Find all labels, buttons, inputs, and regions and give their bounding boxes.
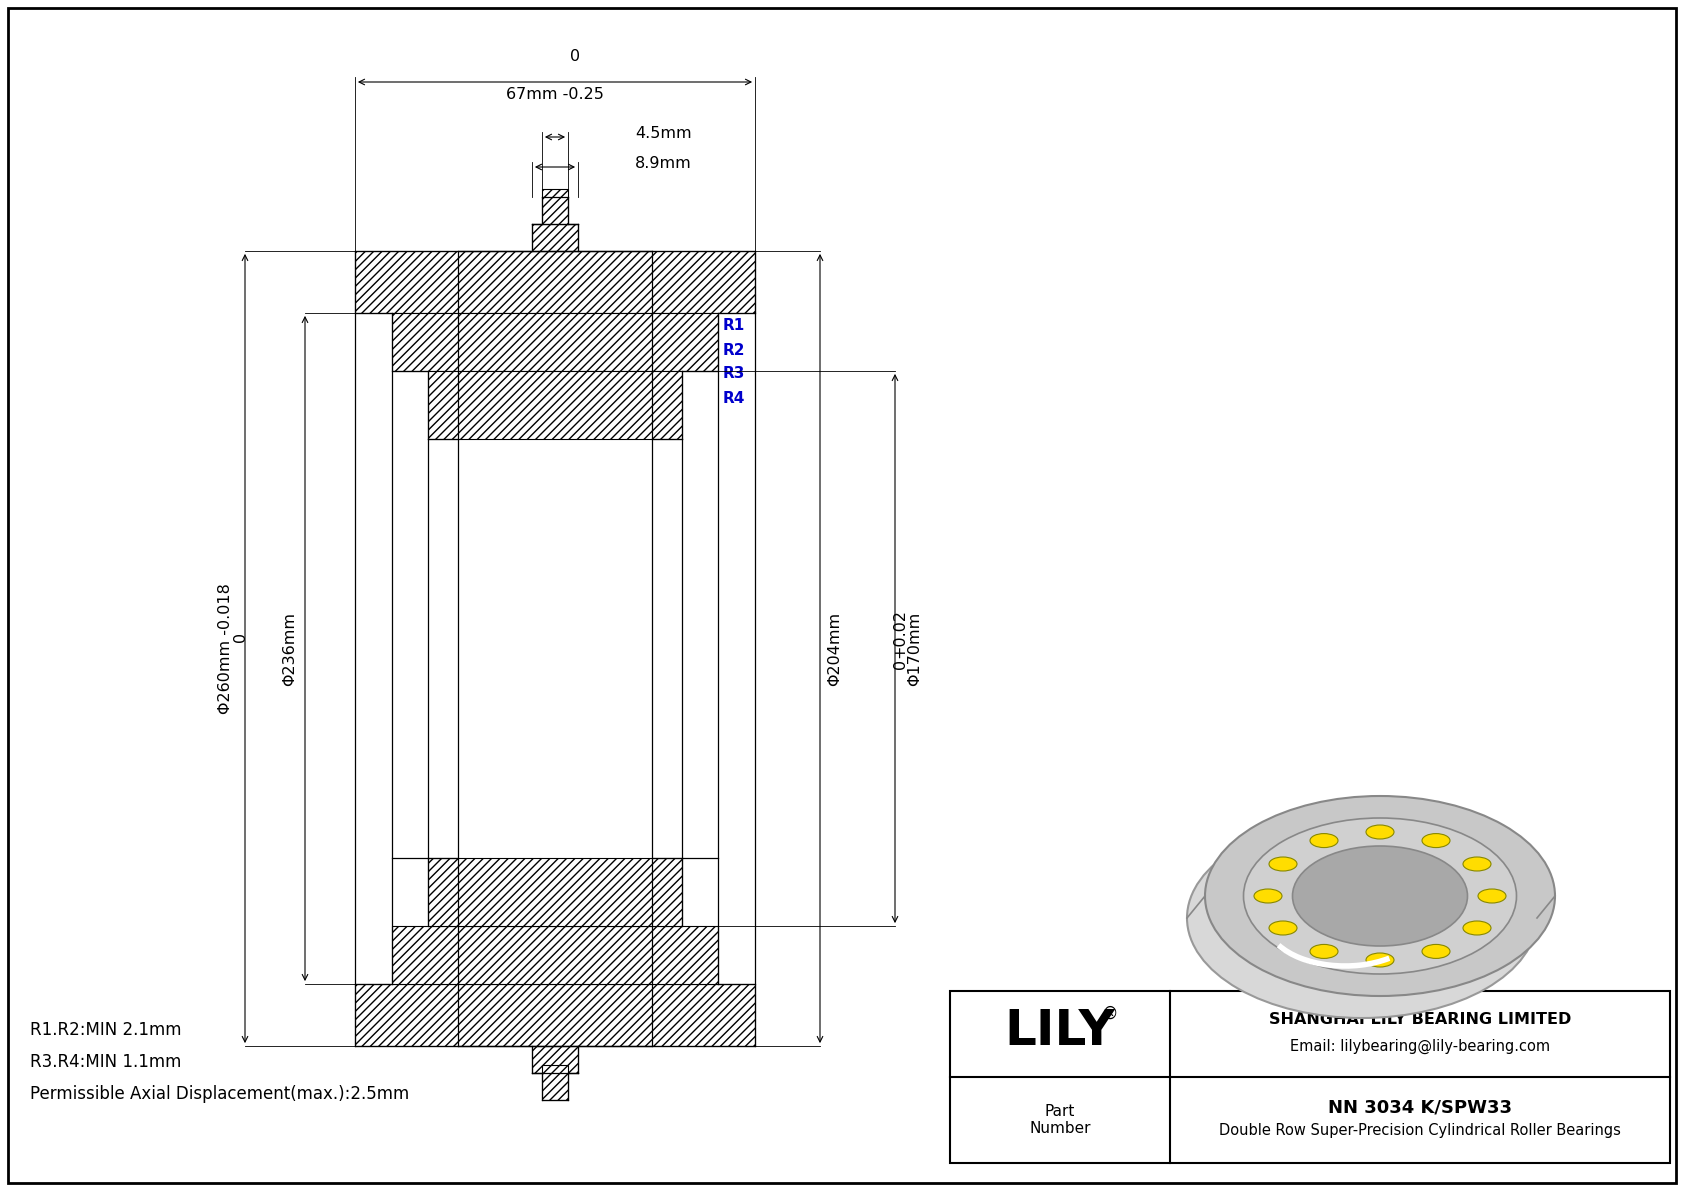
Ellipse shape [1366, 953, 1394, 967]
Bar [355, 984, 754, 1046]
Text: R1.R2:MIN 2.1mm: R1.R2:MIN 2.1mm [30, 1021, 182, 1039]
Ellipse shape [1270, 921, 1297, 935]
Text: 8.9mm: 8.9mm [635, 156, 692, 172]
Text: R2: R2 [722, 343, 746, 358]
Ellipse shape [1310, 944, 1339, 959]
Text: R1: R1 [722, 318, 746, 333]
Bar [532, 1046, 578, 1073]
Bar [542, 189, 568, 224]
Ellipse shape [1366, 825, 1394, 838]
Bar [458, 439, 652, 858]
Ellipse shape [1310, 834, 1339, 848]
Bar [950, 991, 1671, 1162]
Text: 4.5mm: 4.5mm [635, 126, 692, 142]
Bar [392, 313, 717, 372]
Bar [532, 224, 578, 251]
Ellipse shape [1187, 818, 1537, 1018]
Ellipse shape [1463, 921, 1490, 935]
Text: LILY: LILY [1005, 1008, 1115, 1055]
Text: Φ204mm: Φ204mm [827, 611, 842, 686]
Text: 0: 0 [232, 631, 248, 642]
Text: Email: lilybearing@lily-bearing.com: Email: lilybearing@lily-bearing.com [1290, 1039, 1549, 1054]
Ellipse shape [1421, 944, 1450, 959]
Bar [542, 1065, 568, 1100]
Ellipse shape [1206, 796, 1554, 996]
Text: Double Row Super-Precision Cylindrical Roller Bearings: Double Row Super-Precision Cylindrical R… [1219, 1123, 1622, 1139]
Text: Permissible Axial Displacement(max.):2.5mm: Permissible Axial Displacement(max.):2.5… [30, 1085, 409, 1103]
Text: R3.R4:MIN 1.1mm: R3.R4:MIN 1.1mm [30, 1053, 182, 1071]
Text: SHANGHAI LILY BEARING LIMITED: SHANGHAI LILY BEARING LIMITED [1268, 1012, 1571, 1028]
Ellipse shape [1293, 846, 1467, 946]
Ellipse shape [1479, 888, 1505, 903]
Bar [355, 251, 754, 313]
Text: Φ260mm -0.018: Φ260mm -0.018 [217, 584, 232, 713]
Text: ®: ® [1101, 1005, 1118, 1023]
Ellipse shape [1243, 818, 1517, 974]
Ellipse shape [1421, 834, 1450, 848]
Ellipse shape [1270, 858, 1297, 871]
Bar [428, 858, 682, 925]
Text: R4: R4 [722, 391, 746, 406]
Text: 0: 0 [893, 659, 908, 668]
Text: Φ170mm: Φ170mm [908, 611, 923, 686]
Bar [392, 925, 717, 984]
Text: 67mm -0.25: 67mm -0.25 [507, 87, 605, 102]
Text: R3: R3 [722, 366, 746, 381]
Ellipse shape [1275, 868, 1450, 968]
Text: 0: 0 [569, 49, 579, 64]
Bar [428, 372, 682, 439]
Text: Φ236mm: Φ236mm [283, 611, 298, 686]
Ellipse shape [1255, 888, 1282, 903]
Text: NN 3034 K/SPW33: NN 3034 K/SPW33 [1329, 1098, 1512, 1116]
Text: Part
Number: Part Number [1029, 1104, 1091, 1136]
Text: +0.02: +0.02 [893, 609, 908, 657]
Ellipse shape [1463, 858, 1490, 871]
